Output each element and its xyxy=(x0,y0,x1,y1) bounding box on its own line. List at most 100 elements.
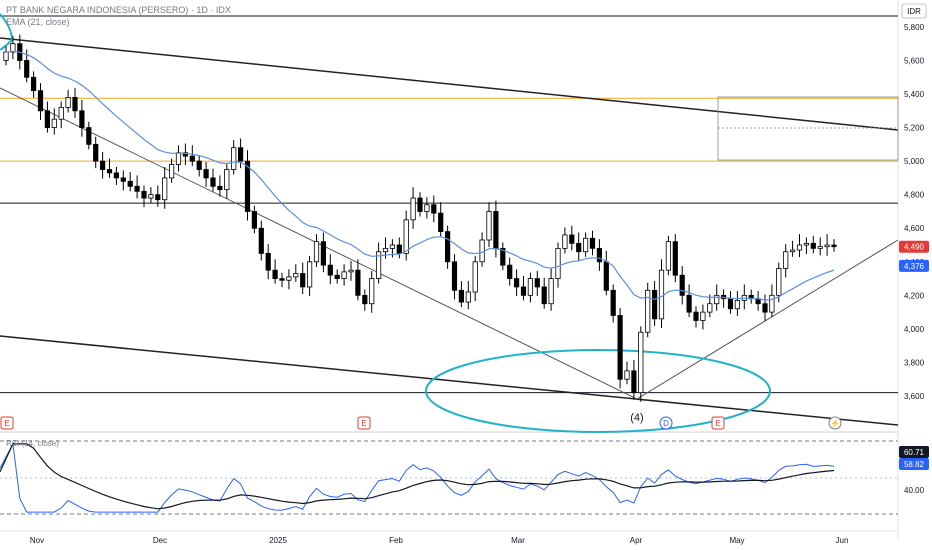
candle-body xyxy=(824,244,830,248)
candle-body xyxy=(686,294,692,313)
candle-body xyxy=(776,268,782,296)
ema-indicator-label[interactable]: EMA (21, close) xyxy=(6,17,70,27)
candle-body xyxy=(576,242,582,253)
candle-body xyxy=(589,237,596,249)
currency-label: IDR xyxy=(907,7,921,16)
candle-body xyxy=(148,194,154,199)
candle-body xyxy=(327,264,333,276)
last-price-badge xyxy=(899,240,929,253)
candle-body xyxy=(334,274,340,279)
candle-body xyxy=(24,60,30,78)
time-tick-label: Feb xyxy=(389,536,403,545)
event-marker-label: E xyxy=(361,419,366,428)
earnings-marker[interactable] xyxy=(357,416,371,430)
candle-body xyxy=(727,298,734,310)
time-tick-label: May xyxy=(729,536,744,545)
candle-body xyxy=(645,289,651,333)
candle-body xyxy=(168,164,175,179)
time-tick-label: Apr xyxy=(630,536,643,545)
candle-body xyxy=(410,197,416,221)
event-marker-label: D xyxy=(663,419,669,428)
price-tick-label: 5,200 xyxy=(904,124,925,133)
candle-body xyxy=(652,289,658,320)
candle-body xyxy=(341,271,347,279)
rsi-ma-value-label: 58.82 xyxy=(904,460,925,469)
time-tick-label: 2025 xyxy=(269,536,287,545)
time-axis: Nov Dec 2025 Feb Mar Apr May Jun xyxy=(30,536,849,545)
rsi-tick-label: 40.00 xyxy=(904,486,925,495)
candle-body xyxy=(396,244,402,254)
candle-body xyxy=(79,110,85,128)
candle-body xyxy=(237,147,244,162)
candle-body xyxy=(465,291,471,303)
candle-body xyxy=(527,278,534,296)
rsi-line xyxy=(0,442,835,513)
candle-body xyxy=(783,251,789,269)
candle-body xyxy=(100,160,106,170)
candles xyxy=(3,34,837,402)
price-tick-label: 5,000 xyxy=(904,157,925,166)
candle-body xyxy=(417,197,423,212)
candle-body xyxy=(272,269,278,279)
candle-body xyxy=(493,211,499,249)
symbol-title[interactable]: PT BANK NEGARA INDONESIA (PERSERO) · 1D … xyxy=(6,5,231,15)
candle-body xyxy=(362,294,368,305)
candle-body xyxy=(93,143,99,162)
rsi-indicator-label[interactable]: RSI (14, close) xyxy=(6,439,59,448)
rsi-value-badge xyxy=(899,446,929,458)
candle-body xyxy=(817,246,823,249)
candle-body xyxy=(355,269,361,296)
candle-body xyxy=(182,152,188,157)
event-markers: E E D E ⚡ xyxy=(0,416,842,430)
candle-body xyxy=(251,211,257,229)
candle-body xyxy=(734,299,741,310)
candle-body xyxy=(790,249,796,253)
candle-body xyxy=(306,261,313,288)
candle-body xyxy=(555,247,561,279)
last-price-label: 4,490 xyxy=(904,243,925,252)
candle-body xyxy=(286,276,292,281)
candle-body xyxy=(479,239,485,263)
candle-body xyxy=(72,96,78,112)
candle-body xyxy=(189,155,195,162)
candle-body xyxy=(203,169,209,179)
candle-body xyxy=(217,185,223,191)
event-marker-label: E xyxy=(715,419,720,428)
candle-body xyxy=(134,185,140,192)
candle-body xyxy=(244,160,251,212)
candle-body xyxy=(210,177,216,187)
candle-body xyxy=(603,261,609,291)
candle-body xyxy=(658,269,665,320)
earnings-marker[interactable] xyxy=(711,416,725,430)
candle-body xyxy=(141,190,147,199)
candle-body xyxy=(127,180,133,187)
candle-body xyxy=(44,110,51,128)
candle-body xyxy=(424,204,430,212)
price-tick-label: 5,800 xyxy=(904,23,925,32)
earnings-marker[interactable] xyxy=(0,416,14,430)
projection-box xyxy=(717,96,899,161)
currency-box[interactable] xyxy=(901,3,927,19)
candle-body xyxy=(58,107,64,120)
price-tick-label: 3,800 xyxy=(904,358,925,367)
candle-body xyxy=(444,231,451,263)
candle-body xyxy=(583,237,589,253)
dividend-marker[interactable] xyxy=(659,416,673,430)
candle-body xyxy=(507,264,513,279)
wave-label: (4) xyxy=(630,412,643,424)
price-axis: 3,6003,8004,0004,2004,4004,6004,8005,000… xyxy=(904,23,925,401)
ema-line xyxy=(5,50,835,301)
candle-body xyxy=(293,273,299,278)
candle-body xyxy=(458,289,465,303)
candle-body xyxy=(486,211,492,241)
candle-body xyxy=(672,241,678,276)
time-tick-label: Mar xyxy=(511,536,525,545)
candle-body xyxy=(803,242,810,246)
split-marker[interactable] xyxy=(828,416,842,430)
event-marker-label: E xyxy=(4,419,9,428)
candle-body xyxy=(258,227,264,254)
candle-body xyxy=(3,51,9,61)
candle-body xyxy=(30,76,37,92)
